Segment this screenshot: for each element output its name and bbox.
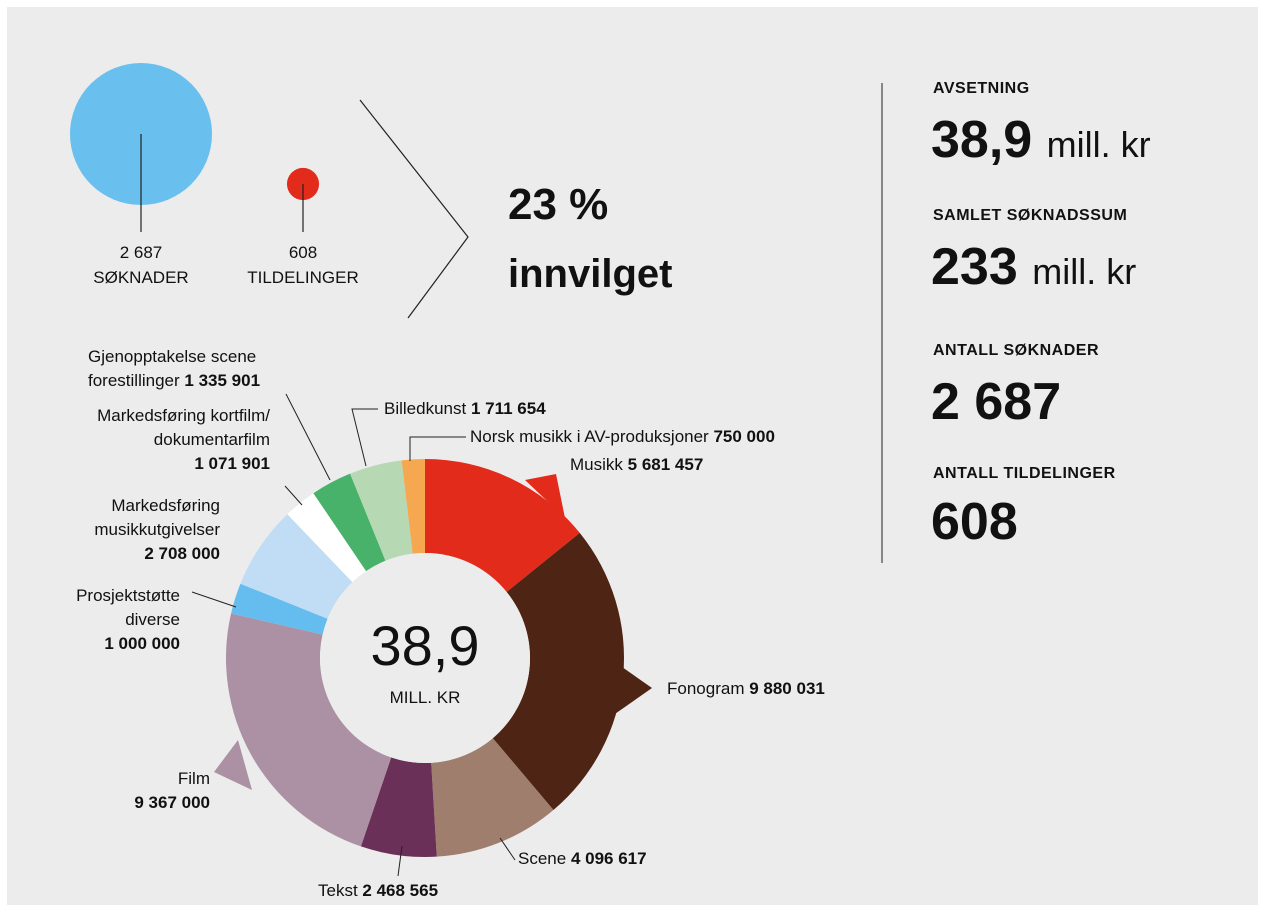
stat-label: ANTALL SØKNADER [933, 342, 1100, 359]
donut-segment [225, 613, 392, 847]
segment-name: Billedkunst [384, 399, 467, 418]
segment-label: Fonogram 9 880 031 [667, 677, 825, 701]
leader-line [191, 591, 237, 608]
segment-value: 9 367 000 [134, 793, 210, 812]
bubble-value: 608 [289, 243, 317, 262]
segment-name: Norsk musikk i AV-produksjoner [470, 427, 709, 446]
center-value: 38,9 [371, 614, 480, 677]
leader-line [499, 837, 516, 861]
stat-number: 233 [931, 238, 1018, 296]
stat-value: 2 687 [931, 372, 1061, 432]
leader-line [285, 393, 331, 481]
donut-segment [360, 757, 437, 857]
stat-value: 233 mill. kr [931, 237, 1136, 297]
donut-segment [425, 459, 580, 592]
donut-segment [240, 514, 353, 619]
segment-label: Prosjektstøtte diverse 1 000 000 [76, 584, 180, 656]
leader-line [397, 845, 403, 877]
bubble-value: 2 687 [120, 243, 163, 262]
segment-name: Fonogram [667, 679, 745, 698]
leader-line [351, 408, 378, 467]
stat-value: 608 [931, 492, 1018, 552]
segment-label: Norsk musikk i AV-produksjoner 750 000 [470, 425, 775, 449]
headline-value: 23 % [508, 180, 609, 229]
donut-segment [401, 459, 425, 554]
bubble-label: SØKNADER [93, 268, 188, 287]
stat-label: ANTALL TILDELINGER [933, 465, 1116, 482]
segment-name: Prosjektstøtte diverse [76, 586, 180, 629]
segment-value: 9 880 031 [749, 679, 825, 698]
center-unit: MILL. KR [390, 688, 461, 707]
segment-name: Markedsføring kortfilm/ dokumentarfilm [97, 406, 270, 449]
donut-segment [431, 738, 554, 857]
stat-number: 38,9 [931, 111, 1033, 169]
segment-label: Film 9 367 000 [134, 767, 210, 815]
donut-segment [231, 583, 328, 635]
background [7, 7, 1258, 905]
segment-label: Billedkunst 1 711 654 [384, 397, 546, 421]
stat-number: 2 687 [931, 373, 1062, 431]
donut-segment [313, 473, 386, 572]
chevron [359, 99, 469, 319]
segment-label: Tekst 2 468 565 [318, 879, 438, 903]
segment-value: 2 468 565 [362, 881, 439, 900]
segment-label: Gjenopptakelse scene forestillinger 1 33… [88, 345, 260, 393]
segment-label: Scene 4 096 617 [518, 847, 647, 871]
stat-value: 38,9 mill. kr [931, 110, 1151, 170]
pointer [214, 740, 252, 790]
stat-label: AVSETNING [933, 80, 1030, 97]
segment-name: Musikk [570, 455, 623, 474]
stat-label: SAMLET SØKNADSSUM [933, 207, 1128, 224]
segment-value: 4 096 617 [570, 849, 647, 868]
donut-segment [287, 493, 367, 583]
segment-label: Markedsføring kortfilm/ dokumentarfilm 1 … [97, 404, 270, 476]
donut-hole [320, 553, 530, 763]
segment-value: 1 711 654 [470, 399, 546, 418]
segment-value: 5 681 457 [627, 455, 704, 474]
segment-name: Gjenopptakelse scene forestillinger [88, 347, 257, 390]
stat-unit: mill. kr [1032, 251, 1137, 292]
segment-value: 750 000 [713, 427, 775, 446]
bubble-label: TILDELINGER [247, 268, 358, 287]
stat-unit: mill. kr [1046, 124, 1151, 165]
headline-text: innvilget [508, 252, 673, 296]
leader-line [284, 485, 303, 506]
pointer [525, 474, 565, 518]
donut-segment [350, 460, 413, 561]
stat-number: 608 [931, 493, 1018, 551]
segment-name: Tekst [318, 881, 358, 900]
segment-value: 2 708 000 [144, 544, 220, 563]
segment-label: Markedsføring musikkutgivelser 2 708 000 [94, 494, 220, 566]
segment-name: Markedsføring musikkutgivelser [94, 496, 220, 539]
segment-label: Musikk 5 681 457 [570, 453, 703, 477]
leader-line [409, 436, 466, 461]
segment-value: 1 071 901 [194, 454, 270, 473]
segment-name: Film [177, 769, 210, 788]
donut-segment [492, 532, 624, 811]
segment-name: Scene [518, 849, 567, 868]
segment-value: 1 000 000 [104, 634, 180, 653]
segment-value: 1 335 901 [184, 371, 261, 390]
